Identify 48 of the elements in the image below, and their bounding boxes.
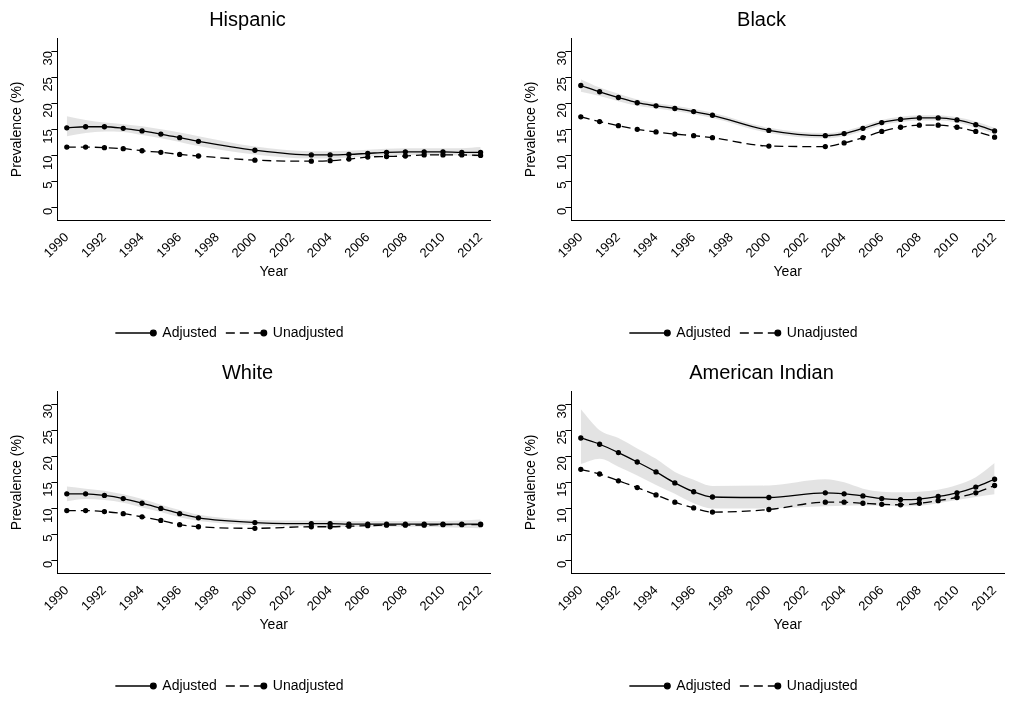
y-tick-label: 0 xyxy=(39,560,55,568)
y-tick-label: 10 xyxy=(39,508,55,523)
chart-title: Hispanic xyxy=(209,7,286,30)
y-tick-label: 25 xyxy=(39,430,55,445)
chart-title: Black xyxy=(737,7,787,30)
y-tick-label: 15 xyxy=(553,129,569,144)
x-axis-title: Year xyxy=(773,263,803,280)
y-tick-label: 0 xyxy=(39,207,55,215)
y-tick-label: 0 xyxy=(553,560,569,568)
x-axis-title: Year xyxy=(259,616,289,633)
y-axis-title: Prevalence (%) xyxy=(522,81,539,178)
y-tick-label: 25 xyxy=(553,77,569,92)
y-axis-title: Prevalence (%) xyxy=(522,434,539,531)
y-tick-label: 10 xyxy=(553,155,569,170)
legend-label: Adjusted xyxy=(162,323,217,340)
y-tick-label: 10 xyxy=(553,508,569,523)
y-tick-label: 25 xyxy=(39,77,55,92)
y-tick-label: 20 xyxy=(553,103,569,118)
y-axis-title: Prevalence (%) xyxy=(8,434,25,531)
y-axis-title: Prevalence (%) xyxy=(8,81,25,178)
y-tick-label: 15 xyxy=(39,129,55,144)
y-tick-label: 25 xyxy=(553,430,569,445)
y-tick-label: 0 xyxy=(553,207,569,215)
y-tick-label: 15 xyxy=(553,482,569,497)
chart-title: American Indian xyxy=(689,360,834,383)
x-axis-title: Year xyxy=(259,263,289,280)
y-tick-label: 10 xyxy=(39,155,55,170)
chart-title: White xyxy=(221,360,274,383)
y-tick-label: 30 xyxy=(39,51,55,66)
y-tick-label: 5 xyxy=(39,181,55,189)
y-tick-label: 5 xyxy=(553,534,569,542)
legend-label: Unadjusted xyxy=(272,676,344,693)
legend-label: Adjusted xyxy=(676,676,731,693)
y-tick-label: 30 xyxy=(39,404,55,419)
legend-label: Unadjusted xyxy=(272,323,344,340)
y-tick-label: 20 xyxy=(39,456,55,471)
x-axis-title: Year xyxy=(773,616,803,633)
y-tick-label: 5 xyxy=(39,534,55,542)
legend-label: Unadjusted xyxy=(786,323,858,340)
y-tick-label: 20 xyxy=(39,103,55,118)
y-tick-label: 30 xyxy=(553,51,569,66)
y-tick-label: 5 xyxy=(553,181,569,189)
legend-label: Unadjusted xyxy=(786,676,858,693)
y-tick-label: 30 xyxy=(553,404,569,419)
y-tick-label: 15 xyxy=(39,482,55,497)
legend-label: Adjusted xyxy=(676,323,731,340)
legend-label: Adjusted xyxy=(162,676,217,693)
y-tick-label: 20 xyxy=(553,456,569,471)
